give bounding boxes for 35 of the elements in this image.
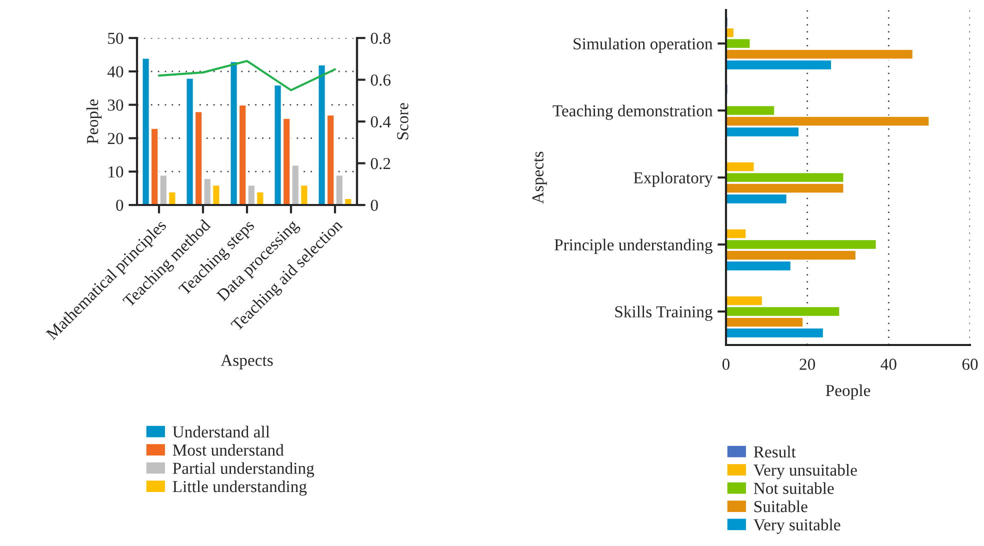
y2-tick-label: 0 [370,200,378,211]
y-tick-label: Simulation operation [574,38,713,53]
legend-label: Understand all [172,426,270,438]
legend-label: Very unsuitable [754,464,857,480]
legend-label: Suitable [754,500,808,512]
x-axis-title: People [826,384,870,400]
x-tick-label: 20 [800,358,816,370]
y-axis-title: Aspects [532,152,547,204]
y-axis-title: People [86,99,102,144]
legend-label: Not suitable [754,482,834,494]
x-axis-title: Aspects [220,354,273,370]
y-tick-label: 50 [108,32,124,44]
x-tick-label: 0 [722,358,730,370]
x-tick-label: 40 [880,358,896,370]
y-tick-label: 0 [116,200,124,211]
y-tick-label: 10 [108,166,124,178]
y2-tick-label: 0.2 [370,158,390,170]
y2-tick-label: 0.4 [370,116,391,128]
y-tick-label: Teaching demonstration [552,104,713,120]
y2-tick-label: 0.8 [370,32,390,44]
y-tick-label: Skills Training [615,306,712,321]
y2-axis-title: Score [397,103,408,140]
legend-label: Result [754,446,796,458]
y2-tick-label: 0.6 [370,74,391,86]
y-tick-label: Principle understanding [554,238,712,254]
legend-label: Little understanding [172,480,307,496]
legend-label: Partial understanding [172,462,314,478]
y-tick-label: 20 [108,132,124,144]
legend-label: Very suitable [754,518,840,534]
line-series [158,60,336,92]
x-tick-label: 60 [962,358,978,370]
y-tick-label: Exploratory [634,172,713,187]
legend-label: Most understand [172,444,284,456]
y-tick-label: 30 [108,100,124,111]
y-tick-label: 40 [107,66,124,78]
